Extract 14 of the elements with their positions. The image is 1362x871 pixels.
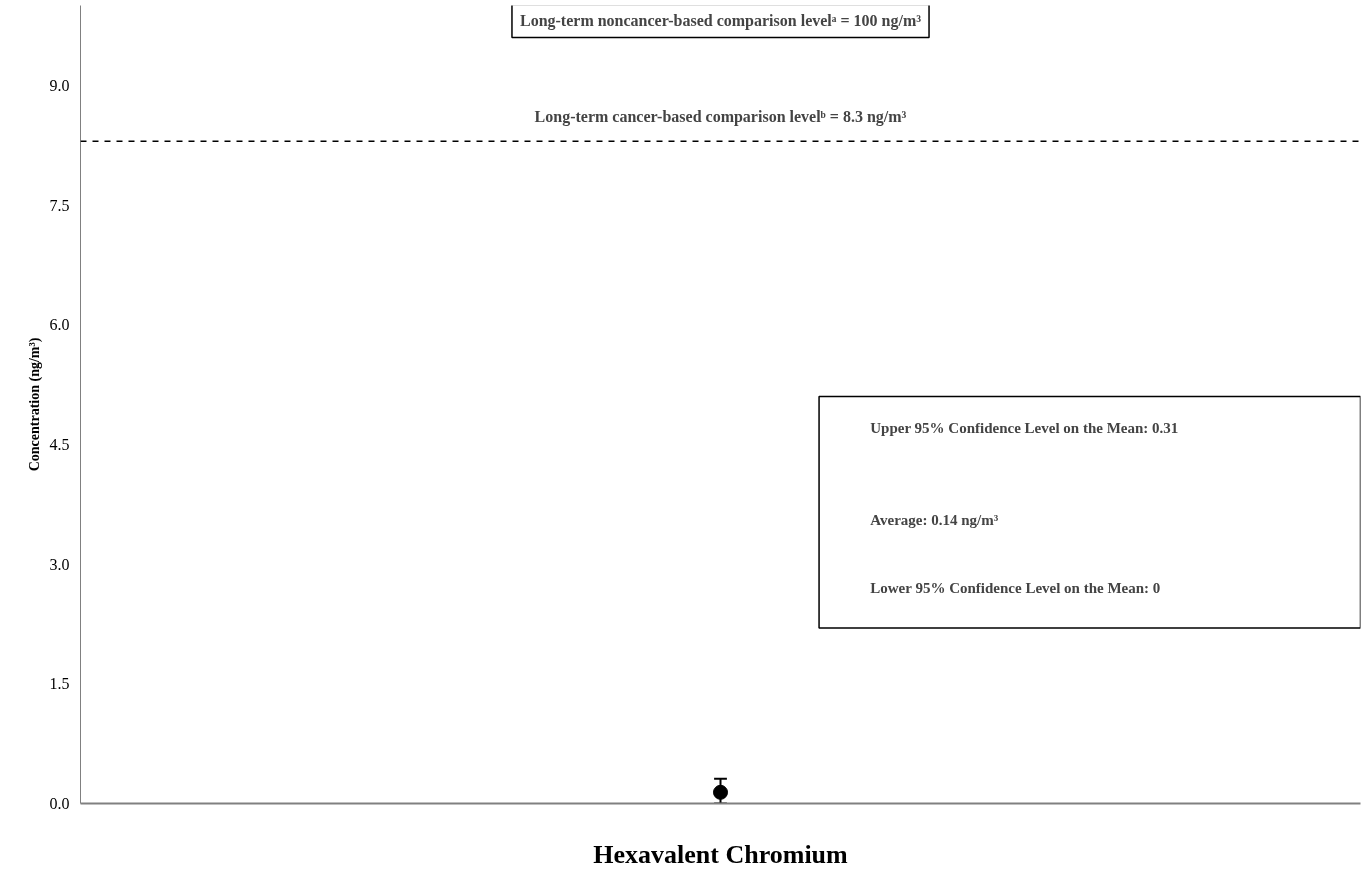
annotation: Lower 95% Confidence Level on the Mean: 0 [870, 580, 1161, 597]
y-tick-label: 9.0 [49, 76, 70, 94]
y-tick-label: 7.5 [49, 196, 70, 214]
y-tick-label: 3.0 [49, 555, 70, 573]
y-tick-label: 6.0 [49, 316, 70, 334]
annotation: Long-term noncancer-based comparison levelᵃ = 100 ng/m³ [519, 12, 922, 31]
x-axis-title: Hexavalent Chromium [593, 839, 849, 869]
y-tick-label: 1.5 [49, 675, 70, 693]
y-axis-title: Concentration (ng/m³) [26, 337, 43, 472]
y-tick-label: 0.0 [49, 795, 70, 812]
annotation: Upper 95% Confidence Level on the Mean: 0.31 [870, 420, 1179, 437]
ref-line-label: Long-term cancer-based comparison levelᵇ = 8.3 ng/m³ [534, 108, 907, 127]
y-tick-label: 4.5 [49, 435, 70, 453]
annotation: Average: 0.14 ng/m³ [870, 512, 999, 529]
